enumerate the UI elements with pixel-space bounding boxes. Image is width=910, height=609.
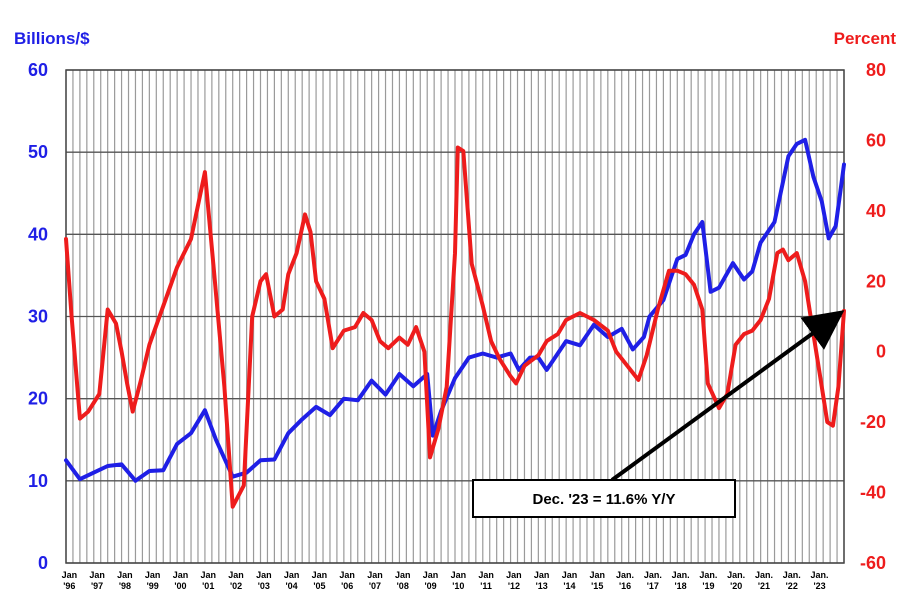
- xtick-label: '02: [230, 581, 242, 591]
- xtick-label: Jan: [312, 570, 328, 580]
- left-ytick-label: 20: [28, 389, 48, 409]
- xtick-label: '09: [424, 581, 436, 591]
- right-ytick-label: 60: [866, 130, 886, 150]
- xtick-label: Jan.: [644, 570, 662, 580]
- xtick-label: '08: [397, 581, 409, 591]
- right-ytick-label: 20: [866, 271, 886, 291]
- xtick-label: Jan.: [699, 570, 717, 580]
- xtick-label: '21: [758, 581, 770, 591]
- xtick-label: '20: [730, 581, 742, 591]
- left-axis-label: Billions/$: [14, 29, 90, 48]
- xtick-label: Jan: [89, 570, 105, 580]
- xtick-label: Jan: [367, 570, 383, 580]
- xtick-label: '16: [619, 581, 631, 591]
- xtick-label: Jan: [62, 570, 78, 580]
- xtick-label: Jan.: [755, 570, 773, 580]
- xtick-label: '14: [563, 581, 575, 591]
- xtick-label: Jan.: [616, 570, 634, 580]
- xtick-label: Jan.: [811, 570, 829, 580]
- left-ytick-label: 30: [28, 307, 48, 327]
- xtick-label: '12: [508, 581, 520, 591]
- left-ytick-label: 50: [28, 142, 48, 162]
- xtick-label: Jan.: [783, 570, 801, 580]
- xtick-label: '22: [786, 581, 798, 591]
- xtick-label: Jan: [590, 570, 606, 580]
- xtick-label: Jan: [478, 570, 494, 580]
- xtick-label: '01: [202, 581, 214, 591]
- left-ytick-label: 10: [28, 471, 48, 491]
- xtick-label: '03: [258, 581, 270, 591]
- xtick-label: '23: [813, 581, 825, 591]
- xtick-label: Jan.: [727, 570, 745, 580]
- left-ytick-label: 40: [28, 224, 48, 244]
- right-ytick-label: -20: [860, 412, 886, 432]
- xtick-label: Jan: [395, 570, 411, 580]
- xtick-label: '13: [536, 581, 548, 591]
- xtick-label: '10: [452, 581, 464, 591]
- xtick-label: Jan: [423, 570, 439, 580]
- xtick-label: '97: [91, 581, 103, 591]
- xtick-label: '05: [313, 581, 325, 591]
- xtick-label: Jan: [506, 570, 522, 580]
- xtick-label: '07: [369, 581, 381, 591]
- xtick-label: '19: [702, 581, 714, 591]
- xtick-label: '98: [119, 581, 131, 591]
- series-line-left-axis: [64, 137, 846, 483]
- grid: [65, 69, 845, 564]
- xtick-label: Jan: [451, 570, 467, 580]
- xtick-label: Jan: [256, 570, 272, 580]
- left-ytick-label: 0: [38, 553, 48, 573]
- xtick-label: Jan: [534, 570, 550, 580]
- right-ytick-label: 80: [866, 60, 886, 80]
- axes: Billions/$ Percent 0 10 20 30 40 50 60 -60 -40 -2…: [14, 29, 896, 591]
- xtick-label: '04: [286, 581, 298, 591]
- xtick-label: Jan: [145, 570, 161, 580]
- xtick-label: Jan: [562, 570, 578, 580]
- annotation-arrow: [610, 310, 845, 482]
- xtick-label: '17: [647, 581, 659, 591]
- annotation-box: [472, 479, 736, 518]
- right-ytick-label: -40: [860, 483, 886, 503]
- xtick-label: Jan: [117, 570, 133, 580]
- annotation-text: Dec. '23 = 11.6% Y/Y: [533, 491, 676, 508]
- series: [64, 137, 846, 509]
- xtick-label: Jan: [284, 570, 300, 580]
- right-ytick-label: -60: [860, 553, 886, 573]
- xtick-label: Jan: [339, 570, 355, 580]
- xtick-label: Jan.: [672, 570, 690, 580]
- xtick-label: '96: [63, 581, 75, 591]
- left-ytick-label: 60: [28, 60, 48, 80]
- xtick-label: '18: [675, 581, 687, 591]
- xtick-label: Jan: [201, 570, 217, 580]
- right-ytick-label: 0: [876, 342, 886, 362]
- right-ytick-label: 40: [866, 201, 886, 221]
- xtick-label: '06: [341, 581, 353, 591]
- xtick-label: '15: [591, 581, 603, 591]
- xtick-label: '11: [480, 581, 492, 591]
- xtick-label: Jan: [228, 570, 244, 580]
- right-axis-label: Percent: [834, 29, 897, 48]
- series-line-right-axis: [64, 145, 846, 509]
- xtick-label: Jan: [173, 570, 189, 580]
- xtick-label: '00: [174, 581, 186, 591]
- xtick-label: '99: [147, 581, 159, 591]
- annotation: Dec. '23 = 11.6% Y/Y: [472, 310, 845, 518]
